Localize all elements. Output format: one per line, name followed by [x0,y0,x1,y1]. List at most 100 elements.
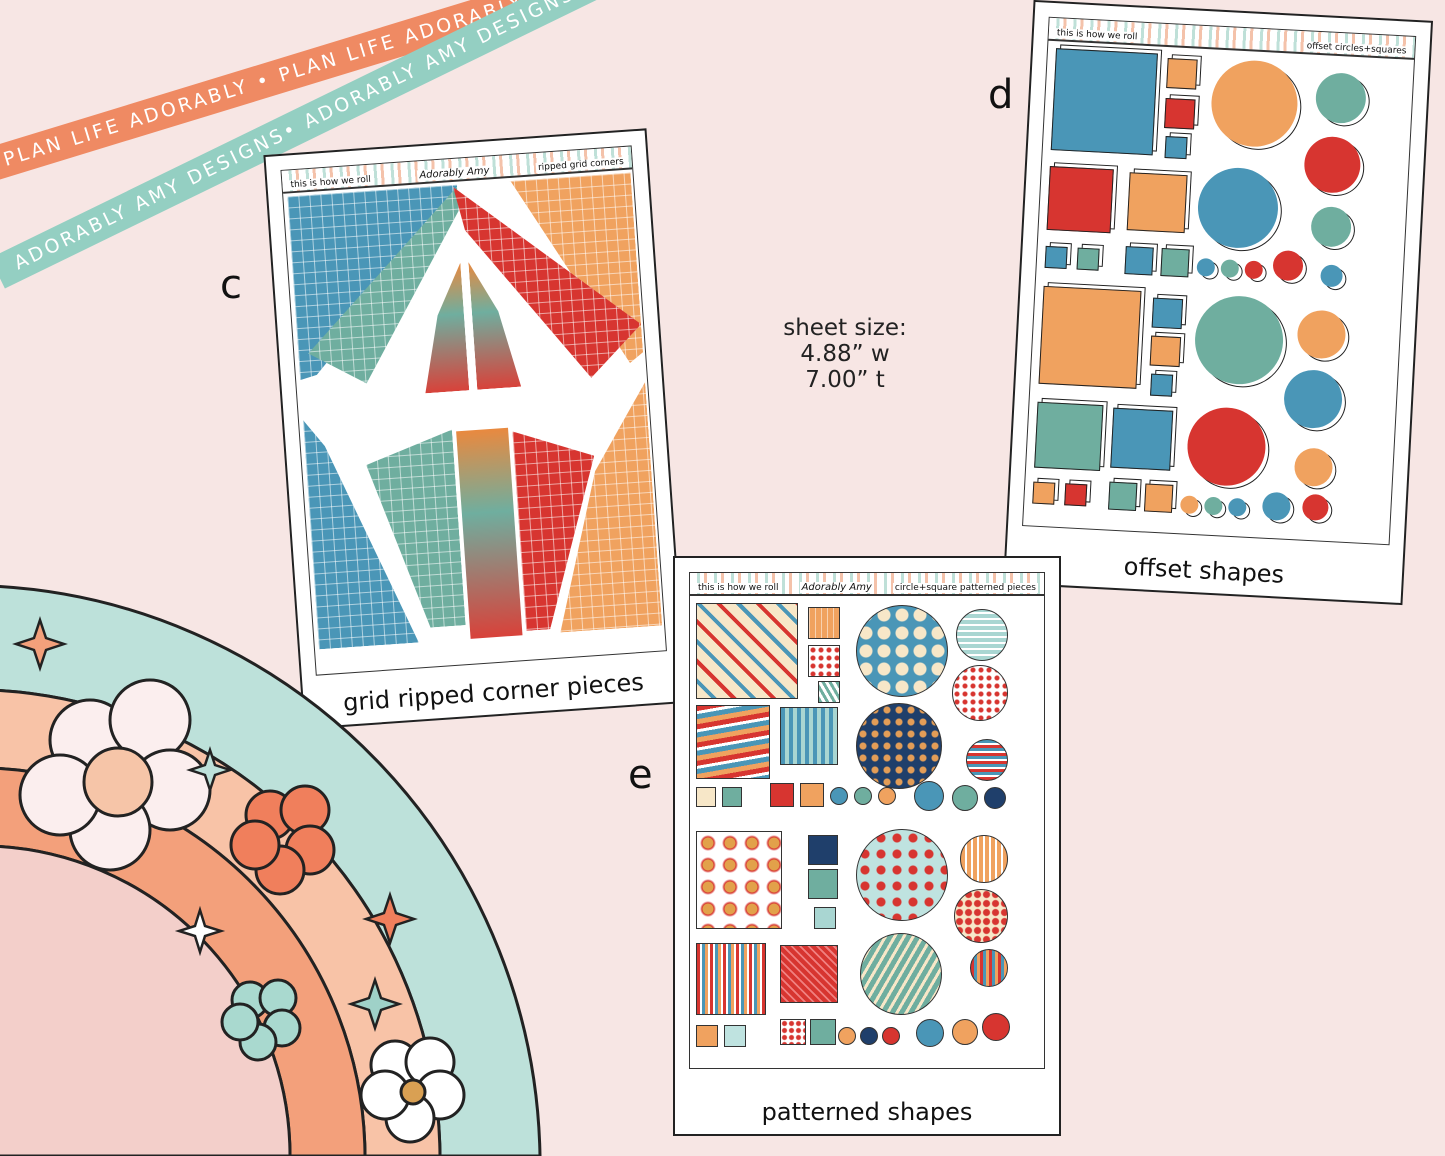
flower-orange [229,784,336,896]
square-orange-xs [1032,481,1056,505]
square-teal-xs-2 [1160,247,1190,278]
circle-red-small [1272,249,1304,282]
square-teal-xs-3 [1108,481,1138,511]
pattern-stripes-square [696,943,766,1015]
pattern-blue-maze-square [780,707,838,765]
pattern-mini-circle-3 [882,1027,900,1045]
sheet-e-content: this is how we roll Adorably Amy circle+… [689,572,1045,1069]
pattern-mini-square-1 [696,1025,718,1047]
pattern-tiny-circle-2 [854,787,872,805]
circle-blue-medium [1282,368,1344,430]
sheet-d-caption: offset shapes [1123,552,1285,589]
square-blue-small-2 [1151,297,1184,330]
sheet-e-logo: Adorably Amy [799,582,874,593]
circle-red-medium [1302,135,1362,195]
square-orange-medium [1126,172,1188,234]
pattern-mini-square-2 [724,1025,746,1047]
label-e: e [628,752,653,798]
pattern-tiny-circle-1 [830,787,848,805]
pattern-mini-circle-2 [860,1027,878,1045]
square-blue-xs-2 [1124,246,1154,276]
square-red-xs [1064,483,1088,507]
sheet-d-content: this is how we roll offset circles+squar… [1022,16,1417,546]
sheet-e-header-title: this is how we roll [696,583,781,593]
square-teal-medium [1034,401,1104,472]
circle-blue-xs [1196,257,1216,277]
grid-piece-rainbow-left [416,263,469,394]
sheet-e-header: this is how we roll Adorably Amy circle+… [690,573,1044,596]
circle-red-small-2 [1301,493,1330,522]
label-c: c [220,262,242,308]
sheet-size-info: sheet size: 4.88” w 7.00” t [740,315,950,393]
pattern-bowling-square [696,603,798,699]
square-blue-tiny-2 [1150,373,1174,397]
sheet-e-caption: patterned shapes [761,1098,973,1126]
square-blue-xs-1 [1044,245,1068,270]
pattern-teal-square [808,869,838,899]
square-red-small [1164,97,1196,130]
pattern-tiny-circle-3 [878,787,896,805]
sheet-size-height: 7.00” t [805,367,885,393]
pattern-orange-grid-square [808,607,840,639]
square-blue-tiny [1164,136,1188,160]
pattern-pizza-square [696,831,782,929]
sheet-c-content: this is how we roll Adorably Amy ripped … [280,145,667,676]
pattern-zigzag-circle [860,933,942,1015]
label-d: d [988,72,1014,118]
pattern-polka-circle [952,665,1008,721]
sheet-patterned-shapes: this is how we roll Adorably Amy circle+… [673,556,1061,1136]
circle-blue-small [1319,264,1344,288]
circle-orange-small [1293,447,1334,488]
pattern-tiny-square-1 [696,787,716,807]
circle-red-xs [1244,260,1264,280]
square-orange-large [1038,285,1142,389]
square-red-medium [1046,166,1114,234]
circle-teal-xs-2 [1203,496,1223,516]
square-blue-large [1050,48,1158,156]
pattern-chevron-square [818,681,840,703]
sheet-c-header-title: this is how we roll [288,174,374,191]
pattern-wave-circle [970,949,1008,987]
circle-teal-medium [1314,71,1368,125]
pattern-small-circle-3 [984,787,1006,809]
flower-teal [220,978,302,1062]
pattern-tiny-square-4 [800,783,824,807]
pattern-characters-circle [856,829,948,921]
circle-teal-large [1192,293,1286,387]
pattern-navy-circle [856,703,942,789]
circle-blue-xs-2 [1227,497,1247,517]
grid-piece-rainbow-bottom [456,427,523,639]
pattern-mini-circle-5 [952,1019,978,1045]
circle-teal-small [1310,205,1353,248]
sheet-d-header-name: offset circles+squares [1304,41,1409,57]
sheet-c-header-name: ripped grid corners [535,156,627,174]
sheet-c-caption: grid ripped corner pieces [342,667,645,717]
pattern-wavy-square [696,705,770,779]
flower-white [359,1036,466,1144]
flower-pink [18,678,212,872]
circle-orange-medium [1296,309,1347,360]
circle-orange-large [1209,58,1300,149]
sheet-c-logo: Adorably Amy [417,165,492,182]
pattern-mini-square-3 [780,1019,806,1045]
square-blue-medium [1110,407,1174,471]
circle-orange-xs [1179,495,1199,515]
sheet-offset-shapes: this is how we roll offset circles+squar… [1002,0,1434,606]
pattern-stripe-circle [966,739,1008,781]
pattern-small-circle-2 [952,785,978,811]
sheet-grid-ripped-corners: this is how we roll Adorably Amy ripped … [263,128,687,730]
pattern-pins-circle [856,605,948,697]
sheet-size-width: 4.88” w [800,341,890,367]
pattern-mini-square-4 [810,1019,836,1045]
circle-teal-xs [1220,259,1240,279]
pattern-tiny-square-3 [770,783,794,807]
sheet-size-title: sheet size: [783,315,907,341]
pattern-red-geo-square [780,945,838,1003]
square-teal-xs [1076,247,1100,271]
pattern-mini-circle-1 [838,1027,856,1045]
pattern-mini-circle-4 [916,1019,944,1047]
pattern-small-circle-1 [914,781,944,811]
pattern-orange-maze-circle [960,835,1008,883]
circle-red-large [1185,405,1268,488]
pattern-navy-square [808,835,838,865]
